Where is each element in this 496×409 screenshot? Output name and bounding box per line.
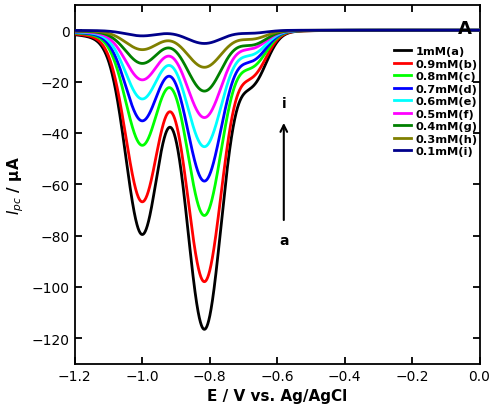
Y-axis label: $I_{pc}$ / μA: $I_{pc}$ / μA	[5, 155, 26, 214]
Text: a: a	[279, 234, 289, 247]
Text: A: A	[457, 20, 471, 38]
Text: i: i	[281, 97, 286, 110]
Legend: 1mM(a), 0.9mM(b), 0.8mM(c), 0.7mM(d), 0.6mM(e), 0.5mM(f), 0.4mM(g), 0.3mM(h), 0.: 1mM(a), 0.9mM(b), 0.8mM(c), 0.7mM(d), 0.…	[394, 47, 478, 157]
X-axis label: E / V vs. Ag/AgCl: E / V vs. Ag/AgCl	[207, 389, 347, 403]
